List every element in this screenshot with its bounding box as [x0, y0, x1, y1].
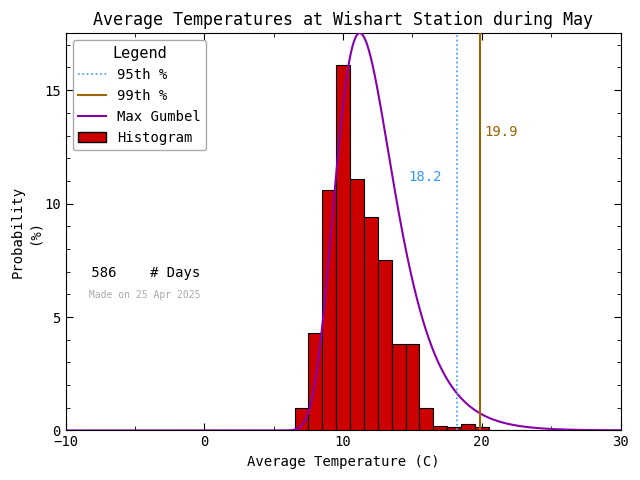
Bar — [433, 426, 447, 431]
Y-axis label: Probability
(%): Probability (%) — [11, 186, 42, 278]
Text: 19.9: 19.9 — [484, 124, 518, 139]
Bar — [406, 344, 419, 431]
Text: 18.2: 18.2 — [408, 170, 442, 184]
Bar — [336, 65, 350, 431]
Bar — [461, 424, 475, 431]
Bar — [392, 344, 406, 431]
Bar — [323, 190, 336, 431]
Bar — [350, 179, 364, 431]
Legend: 95th %, 99th %, Max Gumbel, Histogram: 95th %, 99th %, Max Gumbel, Histogram — [73, 40, 206, 150]
Text: Made on 25 Apr 2025: Made on 25 Apr 2025 — [83, 289, 201, 300]
Bar — [308, 333, 323, 431]
Bar — [294, 408, 308, 431]
Bar — [475, 427, 489, 431]
Bar — [364, 217, 378, 431]
Bar — [378, 260, 392, 431]
Text: 586    # Days: 586 # Days — [83, 266, 201, 280]
X-axis label: Average Temperature (C): Average Temperature (C) — [247, 455, 440, 469]
Bar — [419, 408, 433, 431]
Bar — [447, 427, 461, 431]
Title: Average Temperatures at Wishart Station during May: Average Temperatures at Wishart Station … — [93, 11, 593, 29]
